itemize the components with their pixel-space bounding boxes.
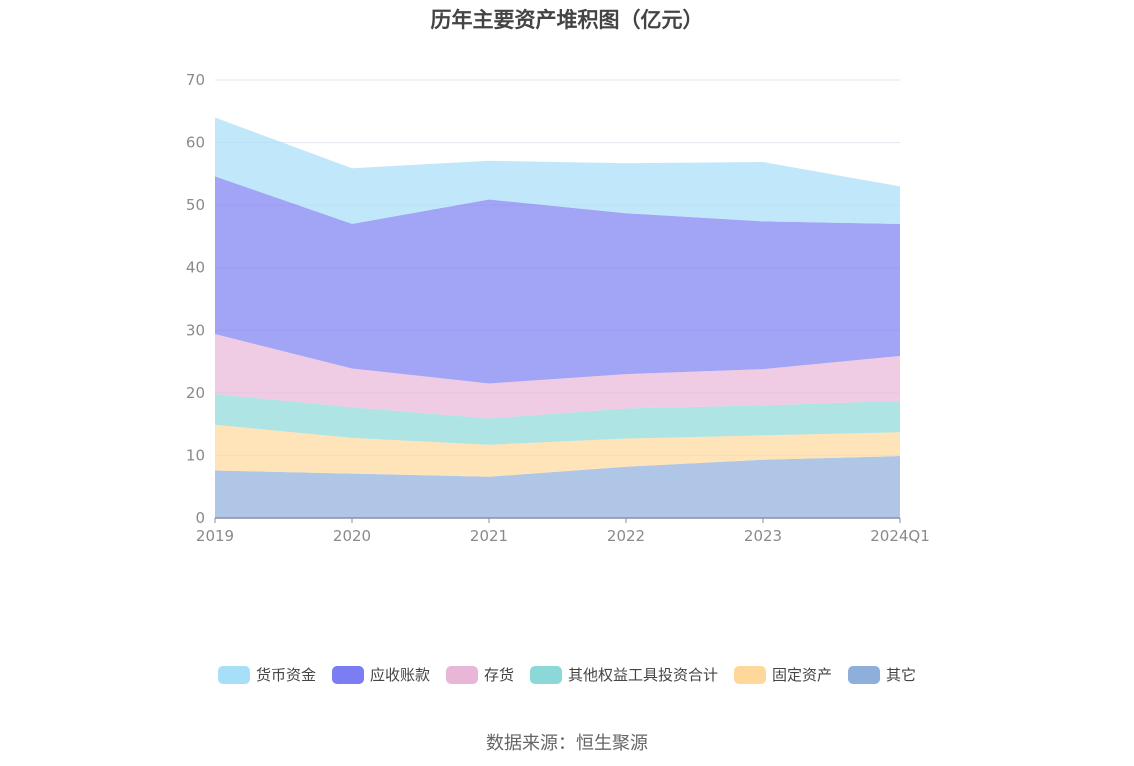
y-tick-label: 30 xyxy=(186,321,205,339)
legend-item[interactable]: 货币资金 xyxy=(217,664,316,685)
x-tick-label: 2023 xyxy=(744,527,782,545)
stacked-area-chart: 0 10 20 30 40 50 60 70 2019 2020 2021 2022 2023 2024Q… xyxy=(186,71,930,545)
area-series-3 xyxy=(215,334,900,419)
legend-label: 存货 xyxy=(483,666,514,684)
area-series-4 xyxy=(215,176,900,384)
legend-item[interactable]: 固定资产 xyxy=(734,664,832,685)
legend-item[interactable]: 应收账款 xyxy=(331,664,430,685)
legend-swatch xyxy=(848,665,881,684)
y-tick-label: 70 xyxy=(186,71,205,89)
y-tick-label: 50 xyxy=(186,196,205,214)
area-series xyxy=(215,117,900,518)
legend-swatch xyxy=(445,665,478,684)
x-tick-label: 2022 xyxy=(607,527,645,545)
data-source: 数据来源：恒生聚源 xyxy=(486,733,648,754)
area-series-2 xyxy=(215,394,900,445)
legend: 货币资金 应收账款 存货 其他权益工具投资合计 固定资产 其它 xyxy=(0,664,1134,685)
area-series-5 xyxy=(215,117,900,224)
legend-label: 其它 xyxy=(886,666,917,684)
x-tick-label: 2021 xyxy=(470,527,508,545)
legend-swatch xyxy=(217,665,250,684)
x-tick-label: 2024Q1 xyxy=(870,527,930,545)
legend-item[interactable]: 其他权益工具投资合计 xyxy=(530,664,718,685)
y-tick-label: 40 xyxy=(186,259,205,277)
axes: 0 10 20 30 40 50 60 70 2019 2020 2021 2022 2023 2024Q… xyxy=(186,71,930,545)
y-tick-label: 10 xyxy=(186,446,205,464)
y-tick-label: 20 xyxy=(186,384,205,402)
legend-label: 货币资金 xyxy=(255,666,316,684)
legend-item[interactable]: 其它 xyxy=(848,664,916,685)
x-tick-label: 2019 xyxy=(196,527,234,545)
legend-item[interactable]: 存货 xyxy=(445,664,514,685)
legend-label: 其他权益工具投资合计 xyxy=(568,666,719,684)
legend-swatch xyxy=(734,665,767,684)
legend-swatch xyxy=(331,665,364,684)
y-tick-label: 0 xyxy=(195,509,205,527)
legend-label: 固定资产 xyxy=(772,666,833,684)
chart-title: 历年主要资产堆积图（亿元） xyxy=(430,8,704,32)
x-tick-label: 2020 xyxy=(333,527,371,545)
y-tick-label: 60 xyxy=(186,134,205,152)
legend-label: 应收账款 xyxy=(369,666,430,684)
area-series-0 xyxy=(215,456,900,518)
area-series-1 xyxy=(215,424,900,477)
legend-swatch xyxy=(530,665,562,684)
